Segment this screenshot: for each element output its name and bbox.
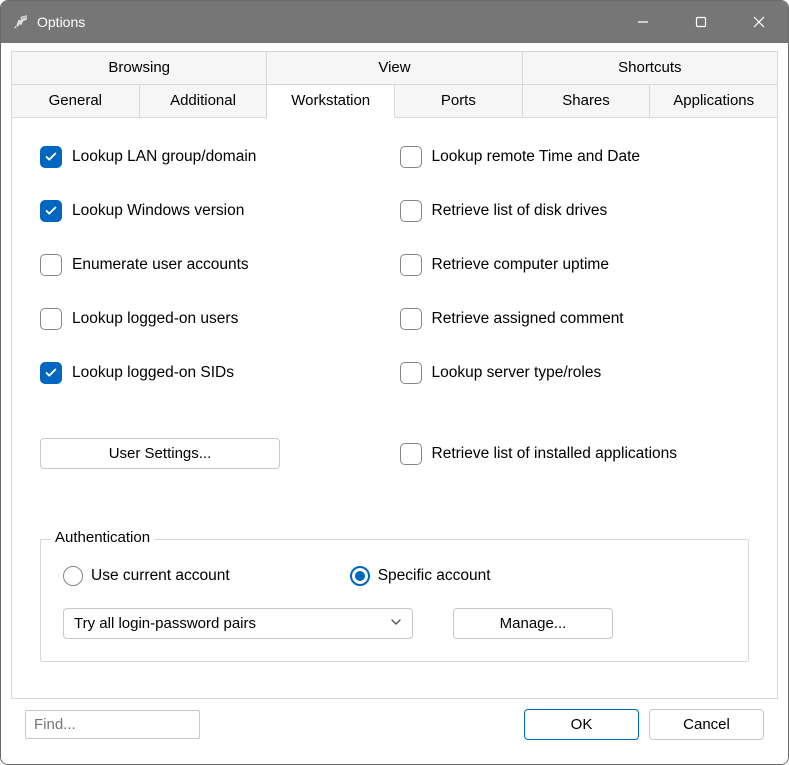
titlebar: Options [1, 1, 788, 43]
tab-additional[interactable]: Additional [140, 84, 268, 118]
tab-applications[interactable]: Applications [650, 84, 778, 118]
ok-button[interactable]: OK [524, 709, 639, 740]
checkbox-box [400, 200, 422, 222]
radio-use-current-account[interactable]: Use current account [63, 566, 230, 586]
checkbox-label: Retrieve computer uptime [432, 256, 609, 274]
authentication-legend: Authentication [51, 529, 154, 546]
radio-label: Specific account [378, 567, 491, 585]
checkbox-label: Retrieve list of disk drives [432, 202, 608, 220]
checkbox-box [400, 443, 422, 465]
radio-circle [350, 566, 370, 586]
checkbox-retrieve-uptime[interactable]: Retrieve computer uptime [400, 254, 750, 276]
checkbox-retrieve-disk-drives[interactable]: Retrieve list of disk drives [400, 200, 750, 222]
options-window: Options Browsing View Shortcuts General … [0, 0, 789, 765]
checkbox-label: Lookup Windows version [72, 202, 244, 220]
maximize-button[interactable] [672, 1, 730, 43]
login-pairs-select[interactable]: Try all login-password pairs [63, 608, 413, 639]
checkbox-lookup-server-type[interactable]: Lookup server type/roles [400, 362, 750, 384]
checkbox-lookup-logged-on-sids[interactable]: Lookup logged-on SIDs [40, 362, 390, 384]
radio-specific-account[interactable]: Specific account [350, 566, 491, 586]
radio-circle [63, 566, 83, 586]
auth-controls: Try all login-password pairs Manage... [63, 608, 726, 639]
checkbox-retrieve-installed-apps[interactable]: Retrieve list of installed applications [400, 438, 750, 469]
checkbox-label: Retrieve list of installed applications [432, 445, 678, 463]
auth-radio-row: Use current account Specific account [63, 566, 726, 586]
find-input[interactable] [25, 710, 200, 739]
checkbox-box [40, 254, 62, 276]
user-settings-row: User Settings... [40, 438, 390, 469]
tab-browsing[interactable]: Browsing [11, 51, 267, 84]
tab-shares[interactable]: Shares [523, 84, 651, 118]
checkbox-box [40, 200, 62, 222]
checkbox-box [400, 308, 422, 330]
checkbox-lookup-lan-group[interactable]: Lookup LAN group/domain [40, 146, 390, 168]
checkbox-box [400, 254, 422, 276]
checkbox-label: Lookup logged-on SIDs [72, 364, 234, 382]
tab-row-top: Browsing View Shortcuts [11, 51, 778, 84]
tab-ports[interactable]: Ports [395, 84, 523, 118]
checkbox-lookup-windows-version[interactable]: Lookup Windows version [40, 200, 390, 222]
authentication-group: Authentication Use current account Speci… [40, 539, 749, 662]
checkbox-label: Lookup server type/roles [432, 364, 602, 382]
titlebar-controls [614, 1, 788, 43]
checkbox-box [40, 308, 62, 330]
close-button[interactable] [730, 1, 788, 43]
select-value: Try all login-password pairs [74, 615, 256, 632]
user-settings-button[interactable]: User Settings... [40, 438, 280, 469]
checkbox-label: Lookup LAN group/domain [72, 148, 256, 166]
checkbox-lookup-logged-on-users[interactable]: Lookup logged-on users [40, 308, 390, 330]
tab-view[interactable]: View [267, 51, 522, 84]
minimize-button[interactable] [614, 1, 672, 43]
checkbox-retrieve-assigned-comment[interactable]: Retrieve assigned comment [400, 308, 750, 330]
checkbox-lookup-remote-time[interactable]: Lookup remote Time and Date [400, 146, 750, 168]
checkbox-label: Enumerate user accounts [72, 256, 249, 274]
tab-row-bottom: General Additional Workstation Ports Sha… [11, 84, 778, 118]
radio-label: Use current account [91, 567, 230, 585]
checkbox-label: Lookup remote Time and Date [432, 148, 641, 166]
checkbox-label: Retrieve assigned comment [432, 310, 624, 328]
checkbox-box [400, 146, 422, 168]
window-title: Options [37, 14, 614, 30]
tab-workstation[interactable]: Workstation [267, 84, 395, 118]
cancel-button[interactable]: Cancel [649, 709, 764, 740]
tabs: Browsing View Shortcuts General Addition… [11, 51, 778, 118]
content-area: Browsing View Shortcuts General Addition… [1, 43, 788, 764]
footer: OK Cancel [11, 699, 778, 754]
checkbox-enumerate-user-accounts[interactable]: Enumerate user accounts [40, 254, 390, 276]
options-grid: Lookup LAN group/domain Lookup remote Ti… [40, 146, 749, 469]
manage-button[interactable]: Manage... [453, 608, 613, 639]
tab-general[interactable]: General [11, 84, 140, 118]
app-icon [11, 13, 29, 31]
checkbox-box [400, 362, 422, 384]
tab-shortcuts[interactable]: Shortcuts [523, 51, 778, 84]
tab-panel-workstation: Lookup LAN group/domain Lookup remote Ti… [11, 118, 778, 699]
checkbox-box [40, 146, 62, 168]
checkbox-box [40, 362, 62, 384]
chevron-down-icon [390, 615, 402, 632]
checkbox-label: Lookup logged-on users [72, 310, 238, 328]
